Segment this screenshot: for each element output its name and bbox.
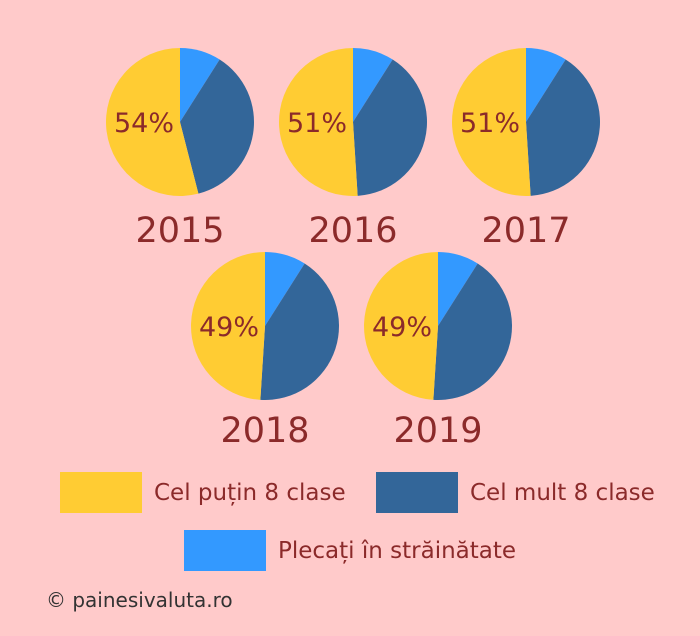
pie-slice-2019-at-least-8 bbox=[363, 252, 438, 400]
legend-item-at-most-8: Cel mult 8 clase bbox=[376, 472, 655, 513]
legend-item-at-least-8: Cel puțin 8 clase bbox=[60, 472, 346, 513]
pie-slice-2016-abroad bbox=[353, 48, 393, 122]
pie-slice-2017-abroad bbox=[526, 48, 566, 122]
pie-slice-2018-abroad bbox=[265, 252, 305, 326]
pie-2017 bbox=[451, 48, 600, 196]
pie-slice-2018-at-most-8 bbox=[260, 263, 339, 400]
pie-slice-2015-at-most-8 bbox=[180, 59, 254, 194]
pie-slice-2016-at-least-8 bbox=[278, 48, 358, 197]
pie-percent-label-2018: 49% bbox=[199, 312, 259, 343]
pie-year-label-2016: 2016 bbox=[308, 211, 397, 251]
pie-year-label-2019: 2019 bbox=[393, 411, 482, 451]
pie-2015 bbox=[105, 48, 254, 196]
pie-percent-label-2019: 49% bbox=[372, 312, 432, 343]
pie-slice-2019-at-most-8 bbox=[433, 263, 512, 400]
pie-2016 bbox=[278, 48, 428, 197]
legend-swatch-abroad bbox=[184, 530, 266, 571]
pie-slice-2019-abroad bbox=[438, 252, 478, 326]
legend-item-abroad: Plecați în străinătate bbox=[184, 530, 516, 571]
pie-slice-2018-at-least-8 bbox=[190, 252, 265, 400]
legend-label-abroad: Plecați în străinătate bbox=[278, 537, 517, 564]
pie-year-label-2015: 2015 bbox=[135, 211, 224, 251]
pie-2019 bbox=[363, 252, 512, 400]
legend-swatch-at-least-8 bbox=[60, 472, 142, 513]
pie-percent-label-2015: 54% bbox=[114, 108, 174, 139]
pie-slice-2017-at-most-8 bbox=[526, 59, 600, 196]
pie-slice-2017-at-least-8 bbox=[451, 48, 531, 196]
pie-percent-label-2016: 51% bbox=[287, 108, 347, 139]
pie-2018 bbox=[190, 252, 339, 400]
pie-slice-2016-at-most-8 bbox=[353, 59, 428, 196]
copyright-text: © painesivaluta.ro bbox=[46, 588, 233, 612]
legend-label-at-most-8: Cel mult 8 clase bbox=[470, 479, 655, 506]
pie-year-label-2018: 2018 bbox=[220, 411, 309, 451]
pie-charts: 54% 2015 51% 2016 51% 2017 49% 2018 49% 2019 bbox=[105, 48, 600, 451]
pie-slice-2015-abroad bbox=[180, 48, 220, 122]
legend-label-at-least-8: Cel puțin 8 clase bbox=[154, 479, 346, 506]
pie-slice-2015-at-least-8 bbox=[105, 48, 199, 196]
pie-percent-label-2017: 51% bbox=[460, 108, 520, 139]
legend-swatch-at-most-8 bbox=[376, 472, 458, 513]
pie-year-label-2017: 2017 bbox=[481, 211, 570, 251]
